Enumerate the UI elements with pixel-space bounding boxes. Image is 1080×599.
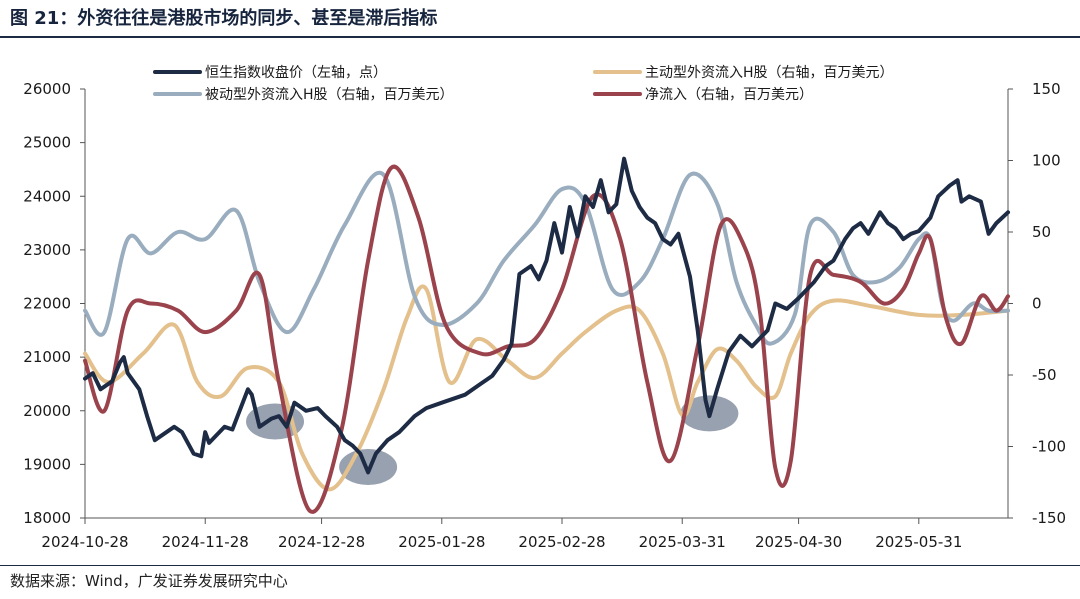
x-tick-label: 2025-01-28 bbox=[398, 533, 485, 551]
left-tick-label: 21000 bbox=[23, 348, 71, 366]
left-tick-label: 25000 bbox=[23, 134, 71, 152]
x-tick-label: 2025-02-28 bbox=[518, 533, 605, 551]
series-line bbox=[83, 164, 1010, 514]
right-tick-label: -100 bbox=[1032, 438, 1066, 456]
x-tick-label: 2025-05-31 bbox=[875, 533, 962, 551]
left-tick-label: 23000 bbox=[23, 241, 71, 259]
right-tick-label: -50 bbox=[1032, 366, 1057, 384]
figure-title: 图 21：外资往往是港股市场的同步、甚至是滞后指标 bbox=[10, 8, 438, 29]
x-tick-label: 2024-10-28 bbox=[41, 533, 128, 551]
source-divider bbox=[0, 565, 1080, 566]
right-tick-label: 100 bbox=[1032, 152, 1061, 170]
right-tick-label: -150 bbox=[1032, 509, 1066, 527]
x-tick-label: 2025-03-31 bbox=[639, 533, 726, 551]
left-tick-label: 24000 bbox=[23, 187, 71, 205]
left-tick-label: 19000 bbox=[23, 455, 71, 473]
chart-series bbox=[83, 156, 1010, 514]
series-line bbox=[83, 156, 1010, 475]
legend-label: 恒生指数收盘价（左轴，点） bbox=[205, 64, 387, 81]
left-tick-label: 20000 bbox=[23, 402, 71, 420]
legend-label: 净流入（右轴，百万美元） bbox=[645, 87, 813, 103]
left-tick-label: 22000 bbox=[23, 295, 71, 313]
right-tick-label: 150 bbox=[1032, 80, 1061, 98]
x-tick-label: 2024-11-28 bbox=[162, 533, 249, 551]
x-tick-label: 2025-04-30 bbox=[755, 533, 842, 551]
legend-label: 被动型外资流入H股（右轴，百万美元） bbox=[205, 87, 454, 103]
x-tick-label: 2024-12-28 bbox=[278, 533, 365, 551]
source-note: 数据来源：Wind，广发证券发展研究中心 bbox=[10, 572, 288, 590]
chart-ticks: 26000 25000 24000 23000 22000 21000 20000 19000… bbox=[23, 80, 1066, 551]
title-divider bbox=[0, 36, 1080, 38]
right-tick-label: 0 bbox=[1032, 295, 1042, 313]
left-tick-label: 18000 bbox=[23, 509, 71, 527]
legend-label: 主动型外资流入H股（右轴，百万美元） bbox=[645, 65, 894, 81]
right-tick-label: 50 bbox=[1032, 223, 1051, 241]
chart-axes bbox=[84, 89, 1009, 519]
series-line bbox=[83, 284, 1010, 492]
chart-legend: 恒生指数收盘价（左轴，点） 主动型外资流入H股（右轴，百万美元） 被动型外资流入H股… bbox=[153, 64, 894, 103]
left-tick-label: 26000 bbox=[23, 80, 71, 98]
series-line bbox=[83, 170, 1010, 346]
